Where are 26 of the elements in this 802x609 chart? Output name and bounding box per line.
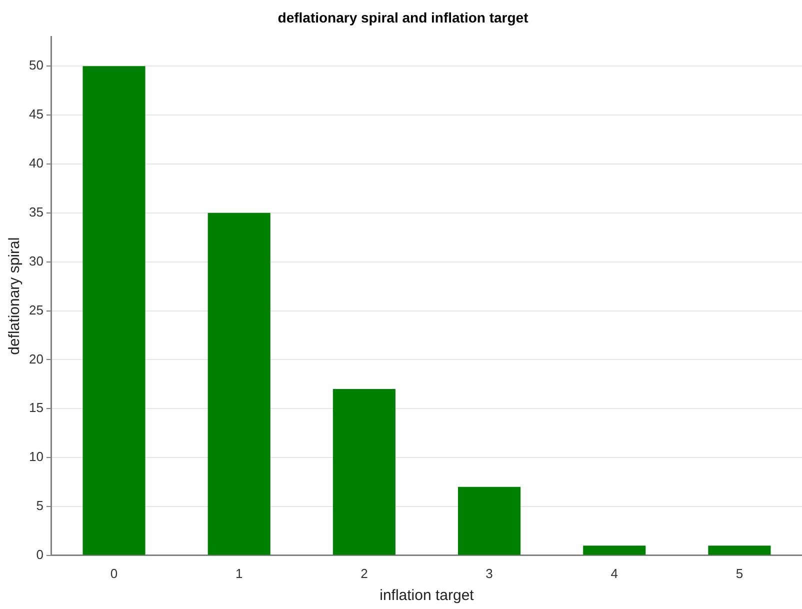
y-tick-label: 50 xyxy=(28,58,44,73)
y-axis-title: deflationary spiral xyxy=(6,237,24,355)
y-tick-label: 40 xyxy=(28,156,44,171)
y-tick-label: 10 xyxy=(28,449,44,464)
y-tick-label: 30 xyxy=(28,253,44,268)
y-tick-label: 5 xyxy=(36,498,44,514)
y-tick-label: 35 xyxy=(28,204,44,220)
x-tick-label: 5 xyxy=(736,566,744,581)
chart-title: deflationary spiral and inflation target xyxy=(278,9,529,26)
bar xyxy=(82,66,146,555)
bar xyxy=(332,389,396,555)
bar xyxy=(708,546,771,555)
y-tick-label: 20 xyxy=(28,351,44,366)
x-tick-label: 1 xyxy=(235,566,243,581)
y-tick-label: 25 xyxy=(28,302,44,318)
x-tick-label: 0 xyxy=(110,566,118,581)
y-tick-label: 0 xyxy=(36,546,44,562)
y-tick-label: 15 xyxy=(28,400,44,416)
bar xyxy=(458,486,521,555)
bar xyxy=(208,212,270,555)
bar xyxy=(583,546,646,555)
x-tick-label: 3 xyxy=(486,566,493,581)
x-tick-label: 4 xyxy=(610,566,618,581)
y-tick-label: 45 xyxy=(28,106,44,122)
x-tick-label: 2 xyxy=(360,566,368,581)
x-axis-title: inflation target xyxy=(380,587,475,604)
